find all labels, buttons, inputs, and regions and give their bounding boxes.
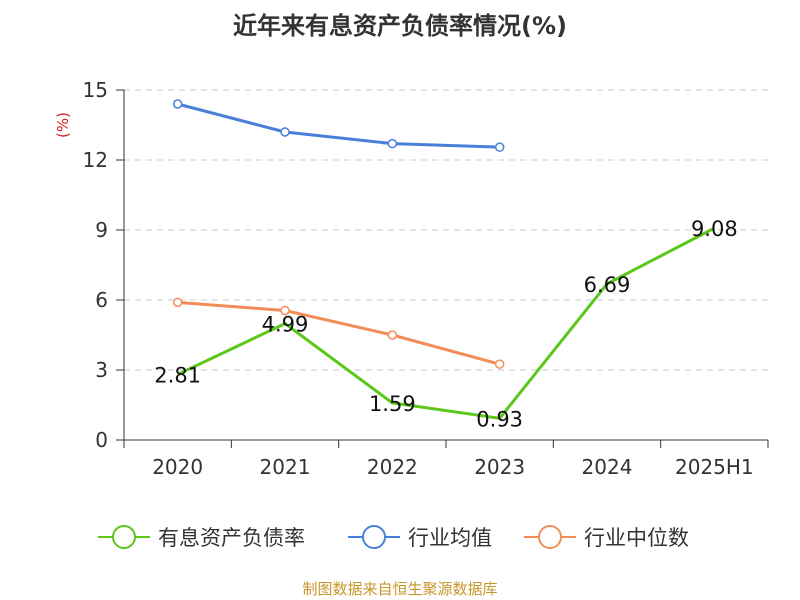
data-point	[494, 142, 505, 152]
legend-marker-icon	[362, 525, 386, 549]
y-tick-label: 15	[83, 78, 108, 102]
data-point	[494, 359, 505, 369]
data-point	[387, 330, 398, 340]
y-tick-label: 9	[95, 218, 108, 242]
x-tick-label: 2023	[474, 455, 525, 479]
legend-item[interactable]: 行业中位数	[524, 525, 689, 550]
legend-label: 行业均值	[408, 526, 492, 550]
x-tick-label: 2025H1	[675, 455, 754, 479]
data-label: 4.99	[262, 313, 309, 337]
series-line	[177, 102, 500, 149]
source-note: 制图数据来自恒生聚源数据库	[302, 580, 498, 598]
data-point	[280, 305, 290, 316]
y-tick-label: 3	[95, 358, 108, 382]
series-line	[177, 226, 716, 420]
legend-marker-icon	[112, 525, 136, 549]
y-tick-label: 6	[95, 288, 108, 312]
axes: 0 3 6 9 12 15 2020 2021 2022 2023 2024 2025H1 (%)	[54, 78, 769, 479]
data-labels: 2.81 4.99 1.59 0.93 6.69 9.08	[154, 217, 737, 431]
grid-lines	[124, 89, 768, 371]
legend-marker-icon	[538, 525, 562, 549]
data-label: 2.81	[154, 363, 201, 387]
series-lines	[172, 99, 716, 420]
x-tick-label: 2022	[367, 455, 418, 479]
x-tick-label: 2024	[582, 455, 633, 479]
data-point	[172, 297, 183, 308]
chart-title: 近年来有息资产负债率情况(%)	[233, 12, 567, 40]
data-label: 9.08	[691, 217, 738, 241]
legend-label: 行业中位数	[584, 526, 689, 550]
data-label: 0.93	[476, 407, 523, 431]
legend-item[interactable]: 有息资产负债率	[98, 525, 305, 550]
data-point	[387, 138, 398, 149]
legend[interactable]: 有息资产负债率 行业均值 行业中位数	[98, 525, 689, 550]
data-label: 1.59	[369, 392, 416, 416]
y-tick-label: 12	[83, 148, 108, 172]
legend-label: 有息资产负债率	[158, 526, 305, 550]
data-point	[172, 99, 183, 109]
data-label: 6.69	[584, 273, 631, 297]
x-tick-label: 2020	[152, 455, 203, 479]
x-tick-label: 2021	[260, 455, 311, 479]
legend-item[interactable]: 行业均值	[348, 525, 492, 550]
series-line	[177, 300, 501, 366]
data-point	[280, 127, 290, 137]
y-axis-label: (%)	[54, 112, 72, 138]
y-tick-label: 0	[95, 428, 108, 452]
